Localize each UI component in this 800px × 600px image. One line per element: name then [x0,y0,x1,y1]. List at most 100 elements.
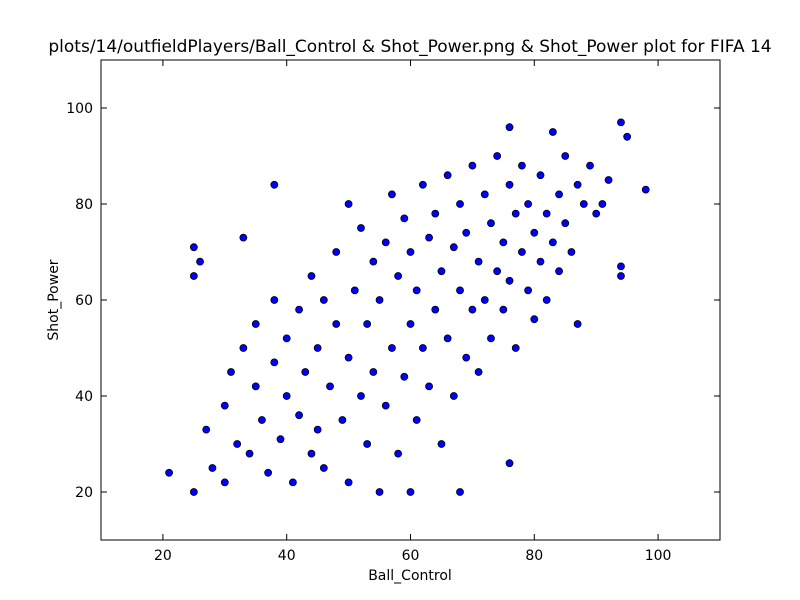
point [270,358,279,367]
point [270,180,279,189]
point [208,464,217,472]
point [313,425,322,434]
point [505,459,514,468]
point [530,315,539,324]
point [375,296,384,304]
point [363,440,372,448]
point [412,416,421,424]
point [381,401,390,410]
point [189,243,198,252]
point [227,368,235,376]
point [586,161,594,170]
x-tick-label: 80 [525,548,543,564]
y-tick-label: 60 [75,293,93,309]
point [388,190,396,199]
point [344,478,353,487]
point [406,488,415,496]
point [468,305,477,314]
point [425,382,433,391]
point [555,190,563,199]
point [165,468,173,477]
point [493,152,502,160]
point [487,219,495,228]
point [524,200,533,208]
point [406,320,415,328]
point [369,368,378,376]
point [344,200,353,208]
point [239,233,248,242]
point [536,257,545,266]
y-tick-label: 100 [66,101,93,117]
point [363,320,372,328]
point [505,276,514,285]
point [505,123,514,132]
point [449,243,458,252]
point [474,368,483,376]
point [511,344,520,352]
point [443,334,452,343]
point [487,334,495,343]
point [542,296,551,304]
point [511,209,520,218]
point [449,392,458,400]
point [530,228,539,237]
point [307,449,316,458]
point [295,411,303,420]
point [499,305,508,314]
y-tick-label: 40 [75,389,93,405]
point [579,200,588,208]
point [573,180,582,189]
point [282,334,291,343]
point [338,416,347,424]
point [431,209,440,218]
point [617,118,625,127]
point [524,286,533,295]
point [258,416,266,424]
point [555,267,563,276]
point [189,272,198,280]
point [617,262,625,271]
point [548,238,557,247]
x-tick-label: 40 [278,548,296,564]
point [567,248,576,256]
point [493,267,502,276]
chart-title: plots/14/outfieldPlayers/Ball_Control & … [48,37,771,57]
point [220,478,229,487]
point [270,296,279,304]
point [196,257,204,266]
point [245,449,254,458]
point [431,305,440,314]
point [456,488,464,496]
point [462,353,471,362]
point [456,286,464,295]
point [357,392,365,400]
point [295,305,303,314]
point [394,449,403,458]
point [412,286,421,295]
point [326,382,334,391]
point [425,233,433,242]
point [282,392,291,400]
point [623,132,632,141]
point [301,368,310,376]
point [474,257,483,266]
point [251,382,260,391]
point [276,435,285,444]
point [388,344,396,352]
point [332,248,341,256]
x-axis-label: Ball_Control [368,568,452,584]
point [641,185,650,194]
point [202,425,211,434]
point [437,440,446,448]
point [542,209,551,218]
point [189,488,198,496]
point [344,353,353,362]
point [220,401,229,410]
x-tick-label: 60 [402,548,420,564]
point [369,257,378,266]
point [536,171,545,180]
point [604,176,613,184]
point [251,320,260,328]
point [462,228,471,237]
